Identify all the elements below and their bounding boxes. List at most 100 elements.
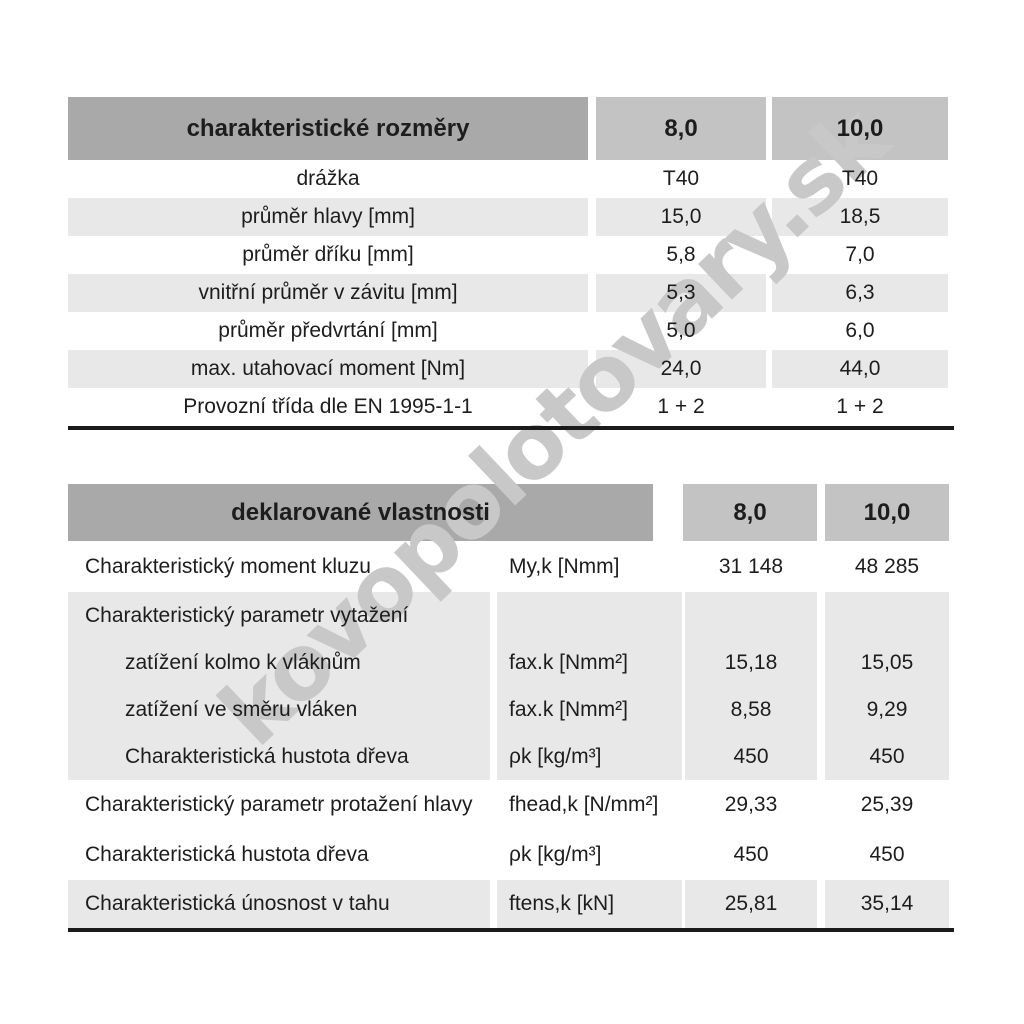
row-value: 18,5 [839,205,881,228]
row-value: 15,0 [660,205,702,228]
row-label-cell: Charakteristická hustota dřeva [68,733,490,780]
row-value: 5,3 [666,281,696,304]
table-row: Charakteristická únosnost v tahu ftens,k… [68,880,950,928]
row-value-cell: 8,58 [685,686,817,733]
row-value-cell: 25,81 [685,880,817,928]
row-label-cell: Provozní třída dle EN 1995-1-1 [68,388,588,426]
row-value-cell [685,592,817,639]
row-value-cell: 24,0 [596,350,766,388]
row-value: 5,0 [666,319,696,342]
row-label: Provozní třída dle EN 1995-1-1 [183,395,473,418]
row-label: průměr hlavy [mm] [241,205,415,228]
row-value-cell: 44,0 [772,350,948,388]
row-label-cell: max. utahovací moment [Nm] [68,350,588,388]
table-group-header-row: Charakteristický parametr vytažení [68,592,950,639]
row-label-cell: Charakteristický parametr protažení hlav… [68,780,490,830]
row-value-cell: 29,33 [685,780,817,830]
row-label: Charakteristický parametr protažení hlav… [85,793,473,816]
table1-title-cell: charakteristické rozměry [68,97,588,160]
row-value: 5,8 [666,243,696,266]
row-label-cell: drážka [68,160,588,198]
row-value: 8,58 [730,697,772,721]
table-row: průměr hlavy [mm] 15,0 18,5 [68,198,948,236]
row-value: 29,33 [724,793,778,816]
row-label-cell: Charakteristický moment kluzu [68,541,490,592]
row-value-cell: 9,29 [825,686,949,733]
row-unit: My,k [Nmm] [509,554,620,578]
row-label: zatížení ve směru vláken [125,697,358,721]
row-value-cell: 450 [685,830,817,880]
row-value-cell: 25,39 [825,780,949,830]
table1-title: charakteristické rozměry [186,114,470,142]
table-row: průměr předvrtání [mm] 5,0 6,0 [68,312,948,350]
table-row: max. utahovací moment [Nm] 24,0 44,0 [68,350,948,388]
table-row: Charakteristická hustota dřeva ρk [kg/m³… [68,830,950,880]
table-row: zatížení kolmo k vláknům fax.k [Nmm²] 15… [68,639,950,686]
row-value: T40 [841,167,879,190]
row-label: průměr předvrtání [mm] [218,319,438,342]
row-unit-cell: My,k [Nmm] [497,541,682,592]
row-unit-cell: fax.k [Nmm²] [497,639,682,686]
column-header-label: 10,0 [836,114,884,142]
table1-column-header-10: 10,0 [772,97,948,160]
row-label-cell: průměr hlavy [mm] [68,198,588,236]
row-label: drážka [296,167,360,190]
row-value-cell: 5,8 [596,236,766,274]
row-value: 1 + 2 [836,395,884,418]
row-value: 15,05 [860,650,914,674]
table2-bottom-rule [68,928,954,932]
row-value-cell: 450 [825,830,949,880]
row-unit: ρk [kg/m³] [509,744,602,768]
row-value: 25,81 [724,892,778,915]
row-value-cell [825,592,949,639]
row-value-cell: 6,3 [772,274,948,312]
row-value-cell: 5,3 [596,274,766,312]
row-value-cell: 450 [825,733,949,780]
row-value: T40 [662,167,700,190]
row-unit-cell: fax.k [Nmm²] [497,686,682,733]
row-label-cell: vnitřní průměr v závitu [mm] [68,274,588,312]
row-unit-cell: ρk [kg/m³] [497,830,682,880]
row-label-cell: průměr dříku [mm] [68,236,588,274]
row-unit: fax.k [Nmm²] [509,650,628,674]
table2-title: deklarované vlastnosti [231,498,490,526]
row-label: Charakteristická hustota dřeva [125,744,409,768]
row-label: průměr dříku [mm] [242,243,414,266]
row-value: 450 [733,744,769,768]
row-value-cell: 48 285 [825,541,949,592]
table-row: vnitřní průměr v závitu [mm] 5,3 6,3 [68,274,948,312]
row-unit: fhead,k [N/mm²] [509,793,659,816]
table1-header-row: charakteristické rozměry 8,0 10,0 [68,97,948,160]
row-label-cell: zatížení ve směru vláken [68,686,490,733]
column-header-label: 8,0 [733,498,767,526]
row-value-cell: 15,18 [685,639,817,686]
row-value: 450 [869,744,905,768]
table-row: Charakteristický moment kluzu My,k [Nmm]… [68,541,950,592]
row-value-cell: 450 [685,733,817,780]
row-value: 1 + 2 [657,395,705,418]
row-value: 450 [869,843,905,866]
row-value: 44,0 [839,357,881,380]
row-value: 48 285 [854,554,920,578]
row-label: Charakteristická únosnost v tahu [85,892,390,915]
row-value: 35,14 [860,892,914,915]
table-characteristic-dimensions: charakteristické rozměry 8,0 10,0 drážka… [68,97,948,426]
row-value-cell: 15,0 [596,198,766,236]
table-row: Charakteristický parametr protažení hlav… [68,780,950,830]
row-label: Charakteristická hustota dřeva [85,843,369,866]
row-label: vnitřní průměr v závitu [mm] [198,281,458,304]
table2-column-header-10: 10,0 [825,484,949,541]
row-value: 31 148 [718,554,784,578]
row-value: 7,0 [845,243,875,266]
row-unit-cell: ρk [kg/m³] [497,733,682,780]
row-unit: ρk [kg/m³] [509,843,602,866]
table1-column-header-8: 8,0 [596,97,766,160]
table-row: zatížení ve směru vláken fax.k [Nmm²] 8,… [68,686,950,733]
row-label: max. utahovací moment [Nm] [190,357,466,380]
row-value-cell: 31 148 [685,541,817,592]
row-label: zatížení kolmo k vláknům [125,650,361,674]
row-value-cell: T40 [772,160,948,198]
row-value-cell: 1 + 2 [772,388,948,426]
row-label-cell: průměr předvrtání [mm] [68,312,588,350]
